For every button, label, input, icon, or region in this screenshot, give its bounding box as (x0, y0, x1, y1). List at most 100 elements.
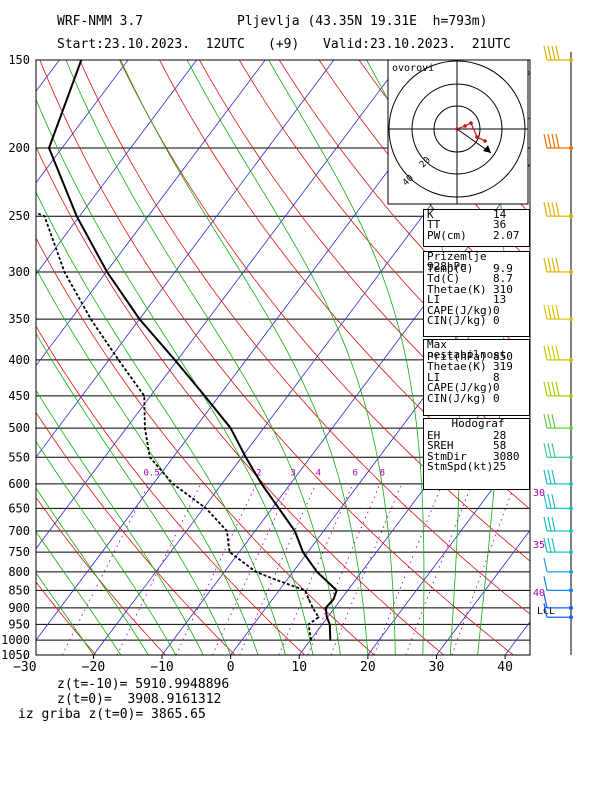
x-tick-label: 10 (291, 660, 307, 675)
pressure-tick-label: 300 (8, 265, 30, 279)
isotherm-line (367, 438, 530, 655)
pressure-tick-label: 400 (8, 353, 30, 367)
hodograph-label: ovorovi (392, 63, 434, 74)
temperature-point (316, 571, 318, 573)
wind-barb-feather (547, 45, 552, 61)
dewpoint-point (317, 616, 320, 619)
moist-adiabat (36, 191, 286, 655)
row-value: 319 (493, 360, 513, 374)
surface-panel-title: Prizemlje 928hPa (427, 250, 487, 274)
wind-barb-feather (543, 304, 548, 320)
temperature-point (335, 589, 338, 592)
right-side-label: 30 (533, 488, 545, 499)
dewpoint-point (43, 215, 46, 217)
hodograph-panel-row: StmDir 3080 (424, 451, 529, 463)
wind-barb-feather (547, 537, 552, 553)
row-value: 0 (493, 303, 500, 317)
wind-barb-feather (547, 304, 552, 320)
hodograph-point (483, 139, 487, 143)
pressure-tick-label: 1050 (1, 648, 30, 662)
wind-barb-feather (547, 133, 552, 149)
wind-barb-feather (547, 414, 552, 429)
dry-adiabat (36, 581, 97, 655)
unstable-panel-row: Thetae(K) 319 (424, 360, 529, 374)
row-value: 850 (493, 350, 513, 363)
dewpoint-point (304, 589, 306, 592)
temperature-point (329, 639, 332, 641)
x-tick-label: 40 (497, 660, 513, 675)
moist-adiabat (36, 332, 231, 655)
wind-barb-feather (555, 45, 560, 61)
wind-barb (543, 593, 573, 610)
wind-barb-feather (547, 494, 552, 509)
mixing-ratio-label: 8 (380, 469, 385, 479)
mixing-ratio-line (330, 483, 403, 655)
unstable-rows: Prit(hPa) 850 Thetae(K) 319 LI 8 CAPE(J/kg) 0 CI… (424, 350, 529, 404)
temperature-point (278, 507, 280, 510)
temperature-point (203, 395, 206, 397)
wind-barb-feather (547, 516, 552, 532)
temperature-point (245, 456, 247, 459)
wind-barb-feather (555, 345, 560, 361)
pressure-tick-label: 800 (8, 565, 30, 579)
row-value: 58 (493, 439, 507, 453)
moist-adiabat (36, 487, 149, 655)
right-side-label: 40 (533, 588, 545, 599)
wind-barb-feather (551, 494, 556, 509)
mixing-ratio-line (307, 483, 381, 655)
wind-barb-feather (547, 469, 552, 485)
surface-panel: Prizemlje 928hPa Temp(C) 9.9 Td(C) 8.7 Theta… (423, 251, 530, 337)
dewpoint-point (226, 530, 228, 532)
surface-panel-row: LI 13 (424, 294, 529, 305)
mixing-ratio-label: 4 (316, 469, 321, 479)
unstable-panel-row: CIN(J/kg) 0 (424, 392, 529, 404)
row-key: Temp(C) (427, 264, 474, 275)
row-key: StmSpd(kt) (427, 462, 493, 473)
mixing-ratio-line (405, 483, 473, 655)
wind-barb-feather (543, 381, 548, 397)
dewpoint-point (143, 395, 146, 397)
wind-barb-feather (547, 345, 552, 361)
wind-barb (543, 603, 573, 620)
dry-adiabat (159, 60, 530, 510)
pressure-tick-label: 850 (8, 583, 30, 597)
row-key: StmDir (427, 451, 467, 463)
wind-barb (543, 257, 573, 274)
row-value: 310 (493, 282, 513, 296)
wind-barb-feather (543, 516, 548, 532)
wind-barb-feather (551, 381, 556, 397)
offset-label: (+9) (268, 37, 300, 52)
dry-adiabat (36, 496, 166, 655)
dewpoint-point (144, 427, 146, 429)
wind-barb-feather (551, 345, 556, 361)
row-key: CIN(J/kg) (427, 393, 487, 404)
wind-barb-feather (547, 257, 552, 273)
surface-panel-row: CAPE(J/kg) 0 (424, 303, 529, 317)
row-value: 0 (493, 381, 500, 395)
start-label: Start:23.10.2023. 12UTC (57, 37, 245, 52)
indices-panel-row: TT 36 (424, 219, 529, 230)
indices-panel-row: K 14 (424, 209, 529, 220)
isotherm-line (36, 60, 335, 458)
dewpoint-point (308, 598, 310, 601)
pressure-tick-label: 900 (8, 601, 30, 615)
row-key: PW(cm) (427, 230, 467, 242)
wind-barb-feather (555, 257, 560, 273)
wind-barb-feather (543, 257, 548, 273)
wind-barb (543, 469, 573, 486)
dry-adiabat (36, 146, 445, 655)
wind-barb (543, 133, 573, 150)
indices-panel: K 14 TT 36 PW(cm) 2.07 (423, 209, 530, 247)
wind-barb (543, 345, 573, 362)
row-value: 9.9 (493, 262, 513, 275)
moist-adiabat (36, 267, 259, 655)
row-value: 8 (493, 370, 500, 384)
wind-barb-feather (543, 603, 548, 618)
wind-barb (543, 381, 573, 398)
station-label: Pljevlja (43.35N 19.31E h=793m) (237, 14, 488, 29)
unstable-panel-row: LI 8 (424, 370, 529, 384)
surface-panel-row: Td(C) 8.7 (424, 273, 529, 284)
wind-barb-feather (551, 537, 556, 553)
wind-barb-feather (551, 45, 556, 61)
temperature-point (138, 318, 141, 320)
